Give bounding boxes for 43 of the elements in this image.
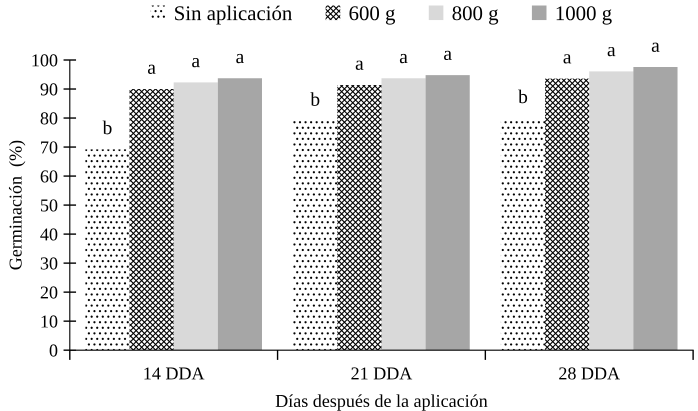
data-label: a — [148, 64, 156, 74]
y-tick-label: 70 — [41, 141, 58, 154]
legend-label: 600 g — [349, 6, 396, 25]
y-tick-label: 20 — [40, 286, 58, 299]
x-axis-title: Días después de la aplicación — [276, 394, 488, 411]
bar — [545, 78, 590, 350]
y-tick-label: 100 — [32, 54, 58, 66]
bar — [633, 66, 678, 350]
y-tick-label: 90 — [40, 83, 58, 96]
bar — [293, 120, 338, 350]
legend-label: Sin aplicación — [175, 6, 292, 25]
y-tick-label: 10 — [42, 315, 58, 328]
legend-label: 1000 g — [556, 6, 612, 25]
data-label: a — [192, 58, 200, 68]
data-label: a — [356, 60, 364, 70]
y-tick-label: 60 — [40, 170, 58, 183]
x-tick-label: 21 DDA — [351, 367, 412, 380]
bar — [130, 89, 174, 350]
data-label: a — [236, 54, 244, 64]
y-axis-title: Germinación (%) — [8, 140, 26, 270]
data-label: b — [518, 90, 528, 104]
y-tick-label: 30 — [40, 257, 58, 270]
y-tick-label: 40 — [40, 228, 58, 241]
y-tick-label: 80 — [40, 112, 58, 124]
legend-label: 800 g — [452, 6, 498, 25]
data-label: a — [444, 50, 452, 60]
bar — [589, 71, 634, 350]
data-label: a — [400, 54, 408, 64]
bar — [337, 84, 382, 350]
data-label: a — [564, 54, 572, 64]
y-tick-label: 0 — [50, 344, 58, 357]
data-label: a — [652, 42, 660, 52]
bar — [174, 82, 218, 350]
data-label: b — [310, 92, 320, 106]
y-tick-label: 50 — [40, 199, 58, 212]
data-label: b — [102, 120, 112, 134]
x-tick-label: 28 DDA — [559, 367, 620, 380]
data-label: a — [608, 46, 616, 56]
bar — [85, 149, 130, 350]
bar — [218, 78, 262, 350]
x-tick-label: 14 DDA — [144, 367, 204, 380]
bar — [381, 78, 426, 350]
bar — [426, 75, 470, 350]
